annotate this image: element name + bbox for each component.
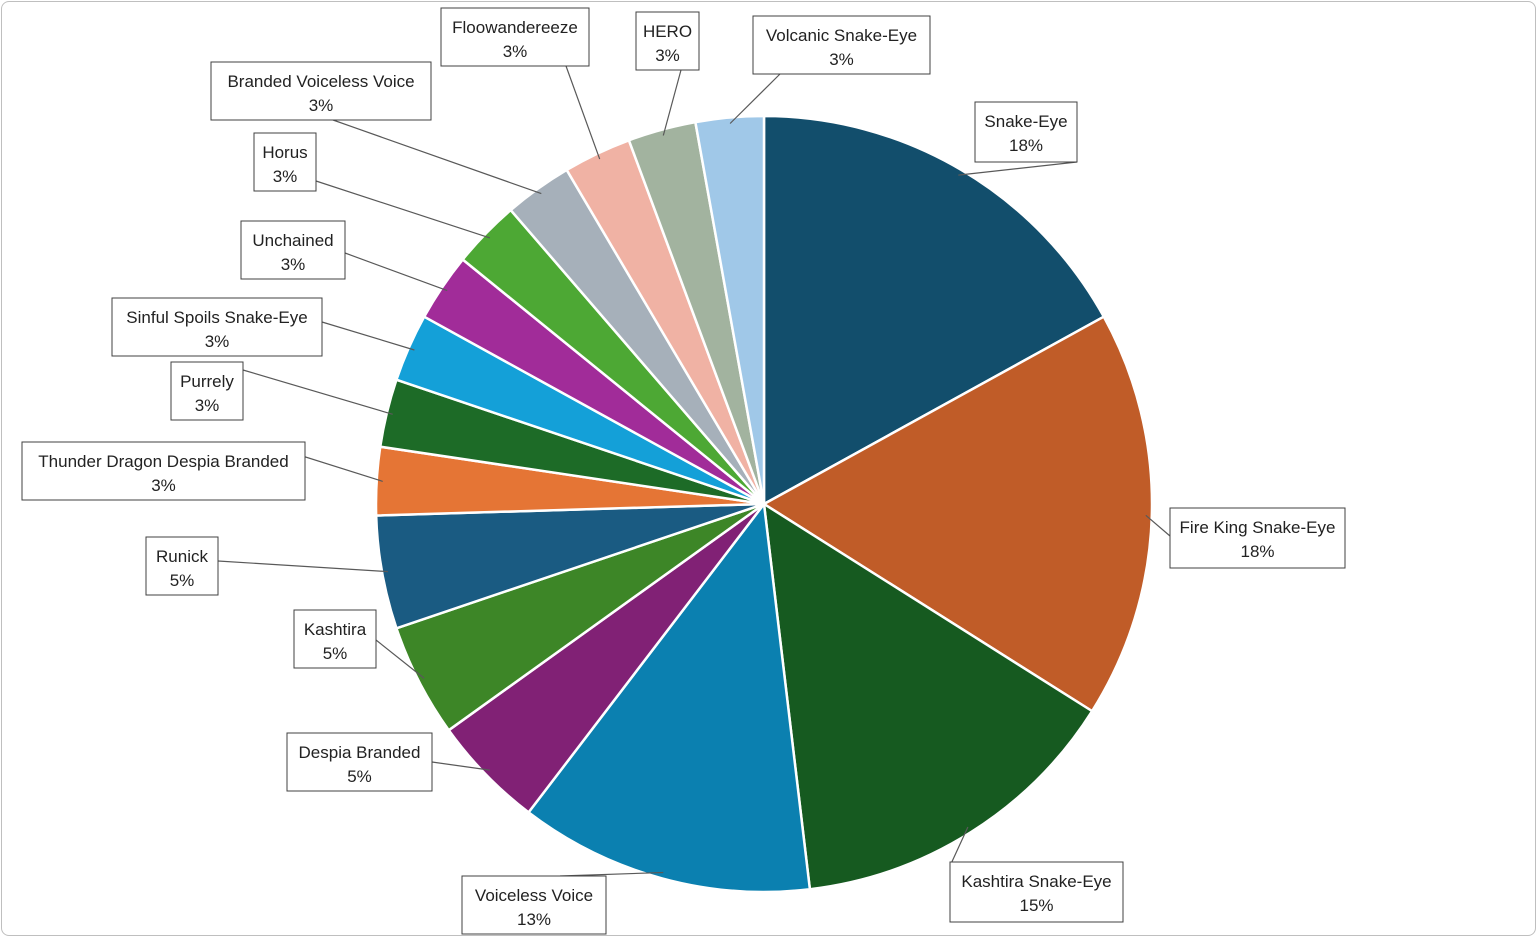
data-label: Runick 5%: [145, 536, 219, 596]
data-label: Volcanic Snake-Eye 3%: [752, 15, 931, 75]
data-label-value: 3%: [503, 42, 528, 61]
data-label-value: 3%: [195, 396, 220, 415]
data-label-box: [461, 875, 607, 935]
leader-line: [217, 560, 389, 573]
data-label: Horus 3%: [253, 132, 317, 192]
data-label: Thunder Dragon Despia Branded 3%: [21, 441, 306, 501]
data-label-value: 3%: [205, 332, 230, 351]
leader-line: [242, 369, 393, 415]
data-label-name: Branded Voiceless Voice: [227, 72, 414, 91]
data-label-box: [635, 11, 700, 71]
pie-slice-fire-king-snake-eye: [761, 314, 1154, 713]
data-label-box: [111, 297, 323, 357]
data-label-value: 5%: [347, 767, 372, 786]
pie-slices: [374, 114, 1154, 894]
data-label-name: Snake-Eye: [984, 112, 1067, 131]
data-label-value: 3%: [281, 255, 306, 274]
data-label-name: Fire King Snake-Eye: [1180, 518, 1336, 537]
data-label-box: [170, 361, 244, 421]
data-label-box: [752, 15, 931, 75]
data-label-name: Floowandereeze: [452, 18, 578, 37]
data-label-box: [949, 861, 1124, 923]
leader-line: [662, 69, 682, 136]
pie-slice-volcanic-snake-eye: [693, 114, 766, 505]
data-label-box: [286, 732, 433, 792]
leader-line: [315, 180, 491, 239]
data-label: Voiceless Voice 13%: [461, 875, 607, 935]
data-label-value: 5%: [323, 644, 348, 663]
data-label-name: HERO: [643, 22, 692, 41]
data-label-name: Horus: [262, 143, 307, 162]
data-label-box: [253, 132, 317, 192]
data-label-value: 18%: [1240, 542, 1274, 561]
leader-line: [958, 161, 1078, 176]
data-label-name: Sinful Spoils Snake-Eye: [126, 308, 307, 327]
data-label-name: Thunder Dragon Despia Branded: [38, 452, 288, 471]
data-label: Sinful Spoils Snake-Eye 3%: [111, 297, 323, 357]
data-label: Kashtira Snake-Eye 15%: [949, 861, 1124, 923]
data-label-box: [145, 536, 219, 596]
data-label-name: Purrely: [180, 372, 234, 391]
data-label-box: [240, 220, 346, 280]
data-label-name: Kashtira: [304, 620, 367, 639]
pie-slice-voiceless-voice: [526, 500, 812, 894]
pie-slice-kashtira-snake-eye: [762, 501, 1094, 891]
data-label-value: 3%: [655, 46, 680, 65]
data-label-box: [293, 609, 377, 669]
data-label: HERO 3%: [635, 11, 700, 71]
leader-line: [332, 119, 542, 195]
data-label-value: 3%: [151, 476, 176, 495]
leader-line: [344, 252, 448, 292]
data-label-box: [440, 7, 590, 67]
data-label-name: Voiceless Voice: [475, 886, 593, 905]
data-label: Purrely 3%: [170, 361, 244, 421]
leader-line: [565, 65, 601, 160]
data-label-value: 3%: [309, 96, 334, 115]
data-label-value: 5%: [170, 571, 195, 590]
leader-line: [949, 826, 969, 867]
data-label: Branded Voiceless Voice 3%: [210, 61, 432, 121]
data-label-name: Runick: [156, 547, 208, 566]
data-label-box: [210, 61, 432, 121]
leader-line: [321, 321, 415, 351]
data-label-box: [1169, 507, 1346, 569]
data-label-name: Volcanic Snake-Eye: [766, 26, 917, 45]
data-label-value: 15%: [1019, 896, 1053, 915]
leader-line: [1145, 514, 1171, 537]
leader-line: [431, 761, 490, 771]
data-label-value: 3%: [829, 50, 854, 69]
data-label: Fire King Snake-Eye 18%: [1169, 507, 1346, 569]
data-label-box: [21, 441, 306, 501]
data-label: Despia Branded 5%: [286, 732, 433, 792]
leader-lines: [217, 65, 1171, 877]
data-label-name: Unchained: [252, 231, 333, 250]
data-labels: Snake-Eye 18% Fire King Snake-Eye 18% Kashti…: [21, 7, 1346, 935]
data-label-box: [974, 101, 1078, 163]
pie-slice-snake-eye: [762, 114, 1106, 507]
leader-line: [559, 871, 664, 877]
leader-line: [729, 73, 781, 124]
data-label: Unchained 3%: [240, 220, 346, 280]
data-label-value: 3%: [273, 167, 298, 186]
leader-line: [375, 639, 425, 679]
data-label-value: 18%: [1009, 136, 1043, 155]
data-label-name: Kashtira Snake-Eye: [961, 872, 1111, 891]
data-label: Floowandereeze 3%: [440, 7, 590, 67]
data-label: Snake-Eye 18%: [974, 101, 1078, 163]
data-label-name: Despia Branded: [299, 743, 421, 762]
data-label: Kashtira 5%: [293, 609, 377, 669]
data-label-value: 13%: [517, 910, 551, 929]
